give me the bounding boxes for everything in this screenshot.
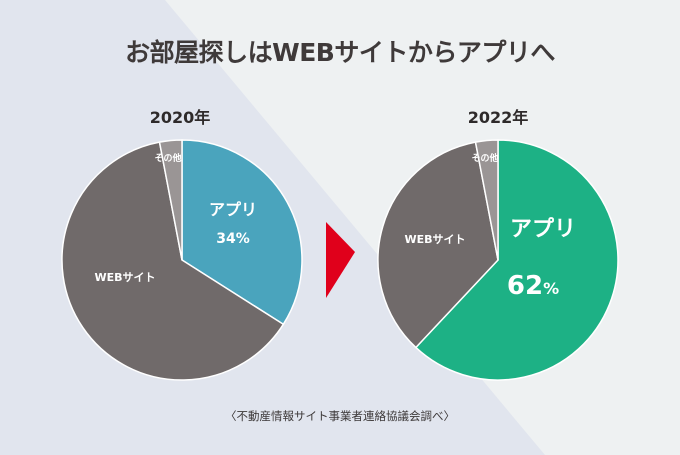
slice-other-2022 bbox=[474, 139, 499, 261]
value-label-app-2020: 34% bbox=[216, 231, 250, 247]
arrow-icon bbox=[326, 222, 355, 298]
label-web-2022: WEBサイト bbox=[404, 233, 465, 246]
slice-web-2022 bbox=[377, 141, 499, 349]
page-title: お部屋探しはWEBサイトからアプリへ bbox=[125, 38, 555, 67]
label-web-2020: WEBサイト bbox=[94, 271, 155, 284]
chart-title-2020: 2020年 bbox=[149, 108, 211, 127]
label-app-2022: アプリ bbox=[510, 217, 576, 242]
label-app-2020: アプリ bbox=[209, 200, 257, 219]
slice-web-2020 bbox=[61, 141, 285, 381]
slice-other-2020 bbox=[158, 139, 183, 261]
label-other-2022: その他 bbox=[471, 152, 498, 164]
pie-chart-2020: アプリ 34% WEBサイト その他 bbox=[61, 139, 303, 381]
slice-app-2022 bbox=[414, 139, 619, 381]
label-other-2020: その他 bbox=[154, 152, 181, 164]
chart-title-2022: 2022年 bbox=[467, 108, 529, 127]
value-unit-app-2022: % bbox=[543, 279, 559, 298]
source-note: 〈不動産情報サイト事業者連絡協議会調べ〉 bbox=[225, 409, 455, 423]
